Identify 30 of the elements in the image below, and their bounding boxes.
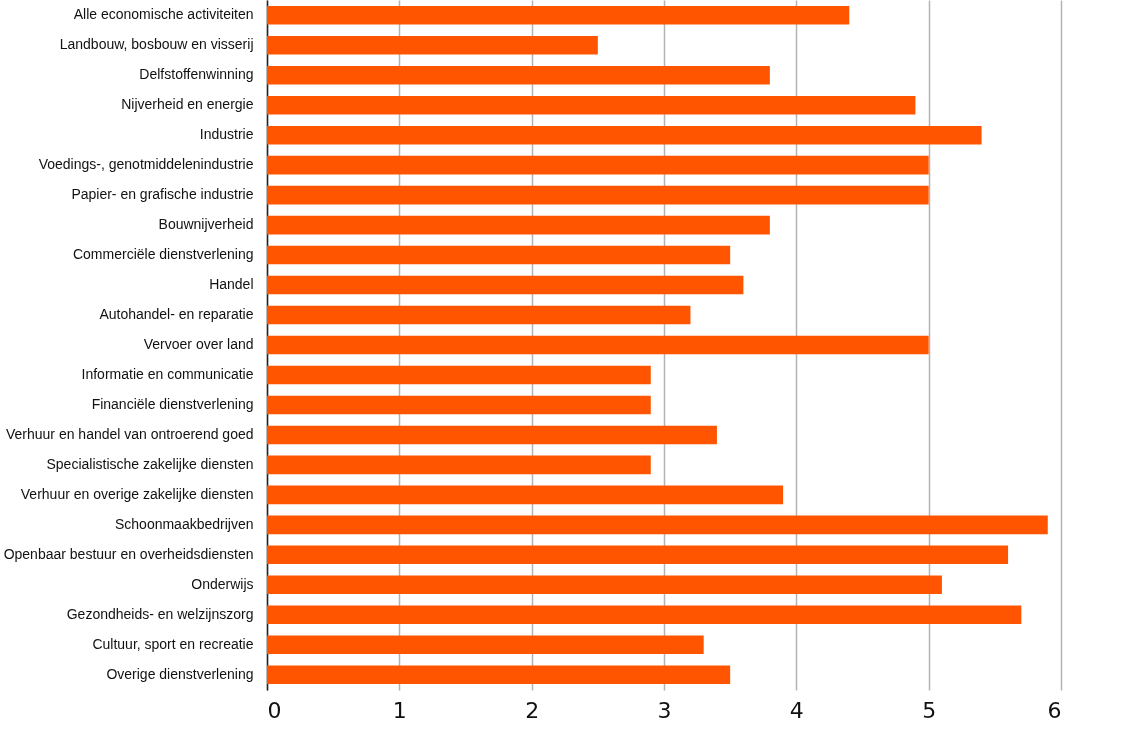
y-tick-label: Verhuur en overige zakelijke diensten xyxy=(20,485,254,502)
x-tick-label: 5 xyxy=(922,697,937,723)
x-tick-label: 4 xyxy=(789,697,804,723)
y-tick-label: Onderwijs xyxy=(191,575,254,592)
y-tick-label: Autohandel- en reparatie xyxy=(99,306,254,323)
x-tick-label: 0 xyxy=(267,697,282,723)
y-tick-label: Openbaar bestuur en overheidsdiensten xyxy=(3,545,254,562)
y-tick-label: Papier- en grafische industrie xyxy=(71,186,254,203)
x-tick-label: 3 xyxy=(657,697,672,723)
y-tick-label: Bouwnijverheid xyxy=(158,216,254,233)
y-tick-label: Commerciële dienstverlening xyxy=(72,246,254,263)
y-tick-label: Nijverheid en energie xyxy=(121,96,254,113)
y-tick-label: Delfstoffenwinning xyxy=(139,66,254,83)
y-tick-label: Landbouw, bosbouw en visserij xyxy=(59,36,254,53)
x-tick-label: 2 xyxy=(525,697,540,723)
y-tick-label: Cultuur, sport en recreatie xyxy=(92,635,254,652)
y-tick-label: Alle economische activiteiten xyxy=(73,6,254,23)
y-tick-label: Industrie xyxy=(199,126,254,143)
y-tick-label: Schoonmaakbedrijven xyxy=(114,515,254,532)
y-tick-label: Vervoer over land xyxy=(143,336,254,352)
y-tick-label: Overige dienstverlening xyxy=(106,665,254,682)
y-tick-label: Verhuur en handel van ontroerend goed xyxy=(5,425,254,442)
x-tick-label: 6 xyxy=(1047,697,1062,723)
x-tick-label: 1 xyxy=(392,697,407,723)
y-tick-label: Specialistische zakelijke diensten xyxy=(46,455,254,472)
y-tick-label: Financiële dienstverlening xyxy=(91,395,254,412)
y-tick-label: Voedings-, genotmiddelenindustrie xyxy=(38,156,254,173)
y-tick-label: Handel xyxy=(209,276,254,293)
y-tick-label: Informatie en communicatie xyxy=(81,365,254,382)
y-tick-label: Gezondheids- en welzijnszorg xyxy=(66,605,254,622)
